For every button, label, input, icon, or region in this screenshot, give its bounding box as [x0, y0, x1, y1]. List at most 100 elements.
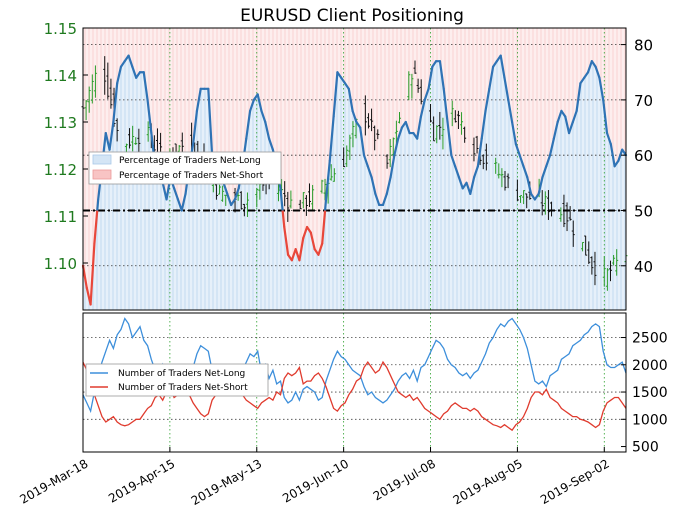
sentiment-segment — [586, 60, 593, 74]
chart-title: EURUSD Client Positioning — [240, 6, 464, 26]
sentiment-segment — [336, 71, 343, 79]
sentiment-segment — [431, 60, 438, 68]
sentiment-segment — [514, 143, 521, 157]
sentiment-segment — [131, 65, 138, 79]
sentiment-segment — [583, 71, 590, 79]
sentiment-segment — [389, 154, 396, 179]
sentiment-segment — [180, 192, 187, 212]
sentiment-segment — [397, 126, 404, 140]
sentiment-segment — [89, 242, 96, 306]
x-tick-label: 2019-May-13 — [189, 456, 264, 508]
sentiment-segment — [340, 76, 347, 85]
sentiment-segment — [374, 192, 381, 207]
sentiment-segment — [605, 131, 612, 146]
sentiment-segment — [116, 65, 123, 85]
left-tick-label: 1.15 — [44, 20, 77, 38]
sentiment-segment — [135, 71, 142, 79]
sentiment-segment — [419, 98, 426, 118]
sentiment-segment — [567, 120, 574, 135]
legend-label-count-net-long: Number of Traders Net-Long — [118, 369, 245, 379]
sentiment-segment — [362, 154, 369, 168]
sentiment-segment — [545, 154, 552, 168]
sentiment-segment — [229, 198, 236, 207]
sentiment-segment — [548, 137, 555, 157]
sentiment-segment — [537, 176, 544, 195]
sentiment-segment — [96, 199, 100, 211]
sentiment-segment — [598, 76, 605, 101]
sentiment-segment — [332, 71, 339, 118]
sentiment-segment — [142, 71, 149, 101]
legend-label-net-long: Percentage of Traders Net-Long — [119, 156, 261, 166]
sentiment-segment — [370, 176, 377, 195]
sentiment-segment — [328, 115, 335, 162]
net-short-area — [83, 28, 626, 305]
right-tick-label: 60 — [634, 147, 653, 165]
sentiment-segment — [281, 210, 286, 228]
sentiment-segment — [416, 115, 423, 140]
left-tick-label: 1.12 — [44, 161, 77, 179]
sentiment-segment — [81, 264, 88, 289]
sentiment-segment — [575, 82, 582, 113]
right-tick-label: 2500 — [632, 331, 668, 347]
x-tick-label: 2019-Jun-10 — [280, 456, 351, 505]
sentiment-segment — [108, 120, 115, 151]
sentiment-segment — [480, 109, 487, 140]
sentiment-segment — [613, 159, 620, 168]
right-tick-label: 1500 — [632, 385, 668, 401]
sentiment-segment — [93, 210, 99, 244]
sentiment-segment — [503, 76, 510, 101]
sentiment-segment — [226, 192, 233, 207]
sentiment-segment — [112, 82, 119, 124]
sentiment-segment — [323, 199, 328, 211]
right-tick-label: 80 — [634, 37, 653, 55]
sentiment-segment — [351, 109, 358, 124]
sentiment-segment — [617, 148, 624, 162]
legend-label-net-short: Percentage of Traders Net-Short — [119, 171, 264, 181]
sentiment-segment — [146, 98, 153, 135]
sentiment-segment — [347, 87, 354, 113]
x-tick-label: 2019-Apr-15 — [106, 456, 177, 505]
sentiment-segment — [173, 187, 180, 201]
sentiment-segment — [476, 137, 483, 168]
legend-percentage: Percentage of Traders Net-Long Percentag… — [88, 151, 282, 185]
sentiment-segment — [522, 165, 529, 179]
sentiment-segment — [324, 159, 331, 201]
sentiment-segment — [283, 225, 290, 256]
sentiment-segment — [385, 176, 392, 195]
sentiment-segment — [571, 109, 578, 124]
sentiment-segment — [579, 76, 586, 85]
sentiment-segment — [279, 188, 284, 211]
sentiment-segment — [564, 115, 571, 135]
sentiment-segment — [302, 225, 309, 240]
sentiment-segment — [526, 176, 533, 195]
sentiment-segment — [541, 165, 548, 179]
right-tick-label: 50 — [634, 202, 653, 220]
sentiment-segment — [442, 87, 449, 124]
right-tick-label: 500 — [632, 440, 659, 456]
left-tick-label: 1.13 — [44, 114, 77, 132]
sentiment-segment — [507, 98, 514, 124]
sentiment-segment — [393, 137, 400, 157]
left-tick-label: 1.10 — [44, 255, 77, 273]
sentiment-segment — [256, 93, 263, 113]
sentiment-segment — [473, 165, 480, 179]
sentiment-segment — [533, 192, 540, 201]
right-tick-label: 2000 — [632, 358, 668, 374]
sentiment-segment — [309, 231, 316, 251]
sentiment-segment — [590, 60, 597, 68]
sentiment-segment — [454, 165, 461, 179]
sentiment-segment — [195, 87, 202, 113]
sentiment-segment — [298, 237, 305, 262]
sentiment-segment — [222, 181, 229, 195]
sentiment-segment — [491, 60, 498, 68]
legend-label-count-net-short: Number of Traders Net-Short — [118, 383, 248, 393]
sentiment-segment — [621, 148, 628, 157]
sentiment-segment — [594, 65, 601, 79]
sentiment-segment — [355, 120, 362, 129]
sentiment-segment — [427, 65, 434, 90]
legend-swatch-net-long — [92, 154, 112, 165]
plot-frame — [82, 312, 627, 453]
sentiment-segment — [438, 60, 445, 90]
sentiment-segment — [267, 137, 274, 151]
